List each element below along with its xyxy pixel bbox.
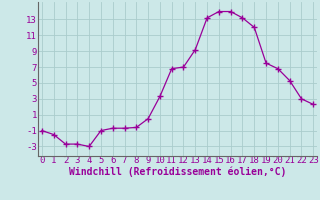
X-axis label: Windchill (Refroidissement éolien,°C): Windchill (Refroidissement éolien,°C)	[69, 166, 286, 177]
